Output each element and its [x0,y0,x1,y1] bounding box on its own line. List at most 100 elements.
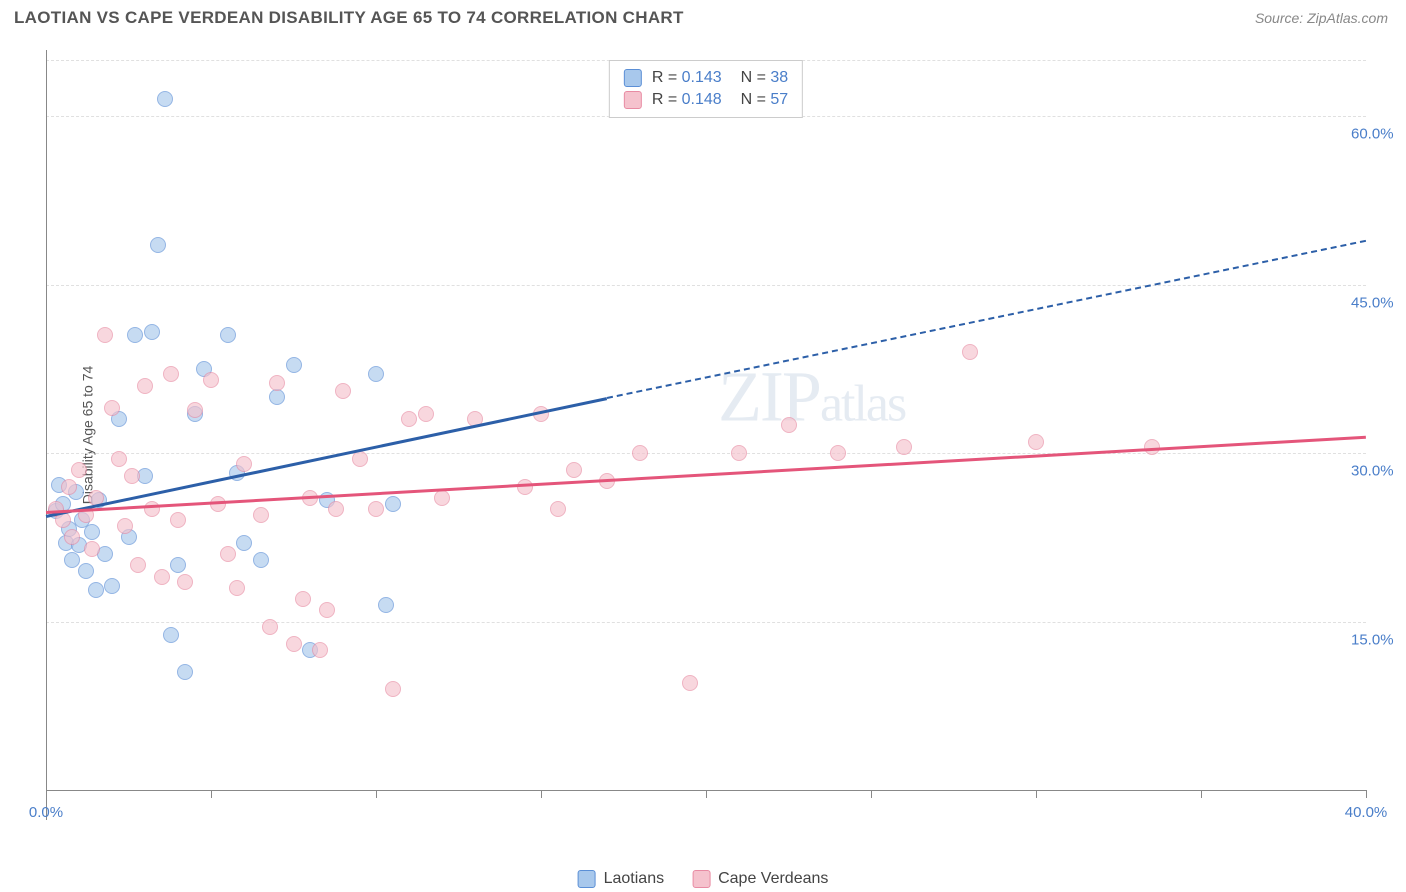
x-tick [376,790,377,798]
x-tick [46,790,47,798]
data-point [220,327,236,343]
data-point [401,411,417,427]
trend-line [607,240,1366,399]
data-point [632,445,648,461]
gridline [46,285,1366,286]
data-point [830,445,846,461]
data-point [64,552,80,568]
data-point [84,541,100,557]
data-point [104,578,120,594]
data-point [731,445,747,461]
data-point [566,462,582,478]
swatch-pink-icon [624,91,642,109]
data-point [78,563,94,579]
data-point [220,546,236,562]
legend-series: Laotians Cape Verdeans [578,870,829,888]
data-point [295,591,311,607]
gridline [46,622,1366,623]
x-tick [1036,790,1037,798]
legend-label: Laotians [604,870,665,888]
data-point [352,451,368,467]
legend-label: Cape Verdeans [718,870,828,888]
data-point [319,602,335,618]
data-point [111,451,127,467]
scatter-plot: ZIPatlas 15.0%30.0%45.0%60.0%0.0%40.0% [46,50,1366,820]
y-tick-label: 30.0% [1351,463,1406,480]
data-point [368,501,384,517]
data-point [262,619,278,635]
x-tick [706,790,707,798]
data-point [187,402,203,418]
data-point [368,366,384,382]
data-point [130,557,146,573]
legend-stats: R = 0.143 N = 38 R = 0.148 N = 57 [609,60,803,118]
data-point [335,383,351,399]
data-point [154,569,170,585]
chart-source: Source: ZipAtlas.com [1255,10,1388,26]
swatch-blue-icon [578,870,596,888]
swatch-pink-icon [692,870,710,888]
data-point [385,496,401,512]
data-point [312,642,328,658]
data-point [385,681,401,697]
data-point [71,462,87,478]
data-point [61,479,77,495]
data-point [434,490,450,506]
x-tick-label: 40.0% [1345,804,1388,821]
x-tick [211,790,212,798]
x-tick [541,790,542,798]
data-point [84,524,100,540]
y-tick-label: 60.0% [1351,126,1406,143]
data-point [896,439,912,455]
data-point [236,535,252,551]
data-point [157,91,173,107]
y-tick-label: 15.0% [1351,631,1406,648]
data-point [150,237,166,253]
data-point [269,375,285,391]
data-point [229,580,245,596]
data-point [550,501,566,517]
data-point [97,327,113,343]
y-tick-label: 45.0% [1351,294,1406,311]
stat-n-2: N = 57 [732,91,788,109]
data-point [163,366,179,382]
data-point [328,501,344,517]
y-axis [46,50,47,820]
data-point [517,479,533,495]
data-point [253,552,269,568]
gridline [46,453,1366,454]
data-point [88,582,104,598]
swatch-blue-icon [624,69,642,87]
chart-title: LAOTIAN VS CAPE VERDEAN DISABILITY AGE 6… [14,8,684,28]
data-point [682,675,698,691]
chart-area: Disability Age 65 to 74 ZIPatlas 15.0%30… [46,50,1366,820]
data-point [378,597,394,613]
data-point [286,636,302,652]
data-point [64,529,80,545]
data-point [236,456,252,472]
data-point [163,627,179,643]
x-tick [871,790,872,798]
data-point [104,400,120,416]
data-point [253,507,269,523]
data-point [127,327,143,343]
data-point [1028,434,1044,450]
data-point [117,518,133,534]
legend-item-capeverdeans: Cape Verdeans [692,870,828,888]
data-point [177,574,193,590]
x-tick [1366,790,1367,798]
data-point [144,324,160,340]
stat-r-2: R = 0.148 [652,91,722,109]
stat-n-1: N = 38 [732,69,788,87]
data-point [418,406,434,422]
chart-header: LAOTIAN VS CAPE VERDEAN DISABILITY AGE 6… [0,0,1406,38]
data-point [781,417,797,433]
legend-row-laotians: R = 0.143 N = 38 [624,67,788,89]
data-point [286,357,302,373]
data-point [170,557,186,573]
legend-row-capeverdeans: R = 0.148 N = 57 [624,89,788,111]
data-point [203,372,219,388]
x-tick [1201,790,1202,798]
legend-item-laotians: Laotians [578,870,665,888]
data-point [170,512,186,528]
